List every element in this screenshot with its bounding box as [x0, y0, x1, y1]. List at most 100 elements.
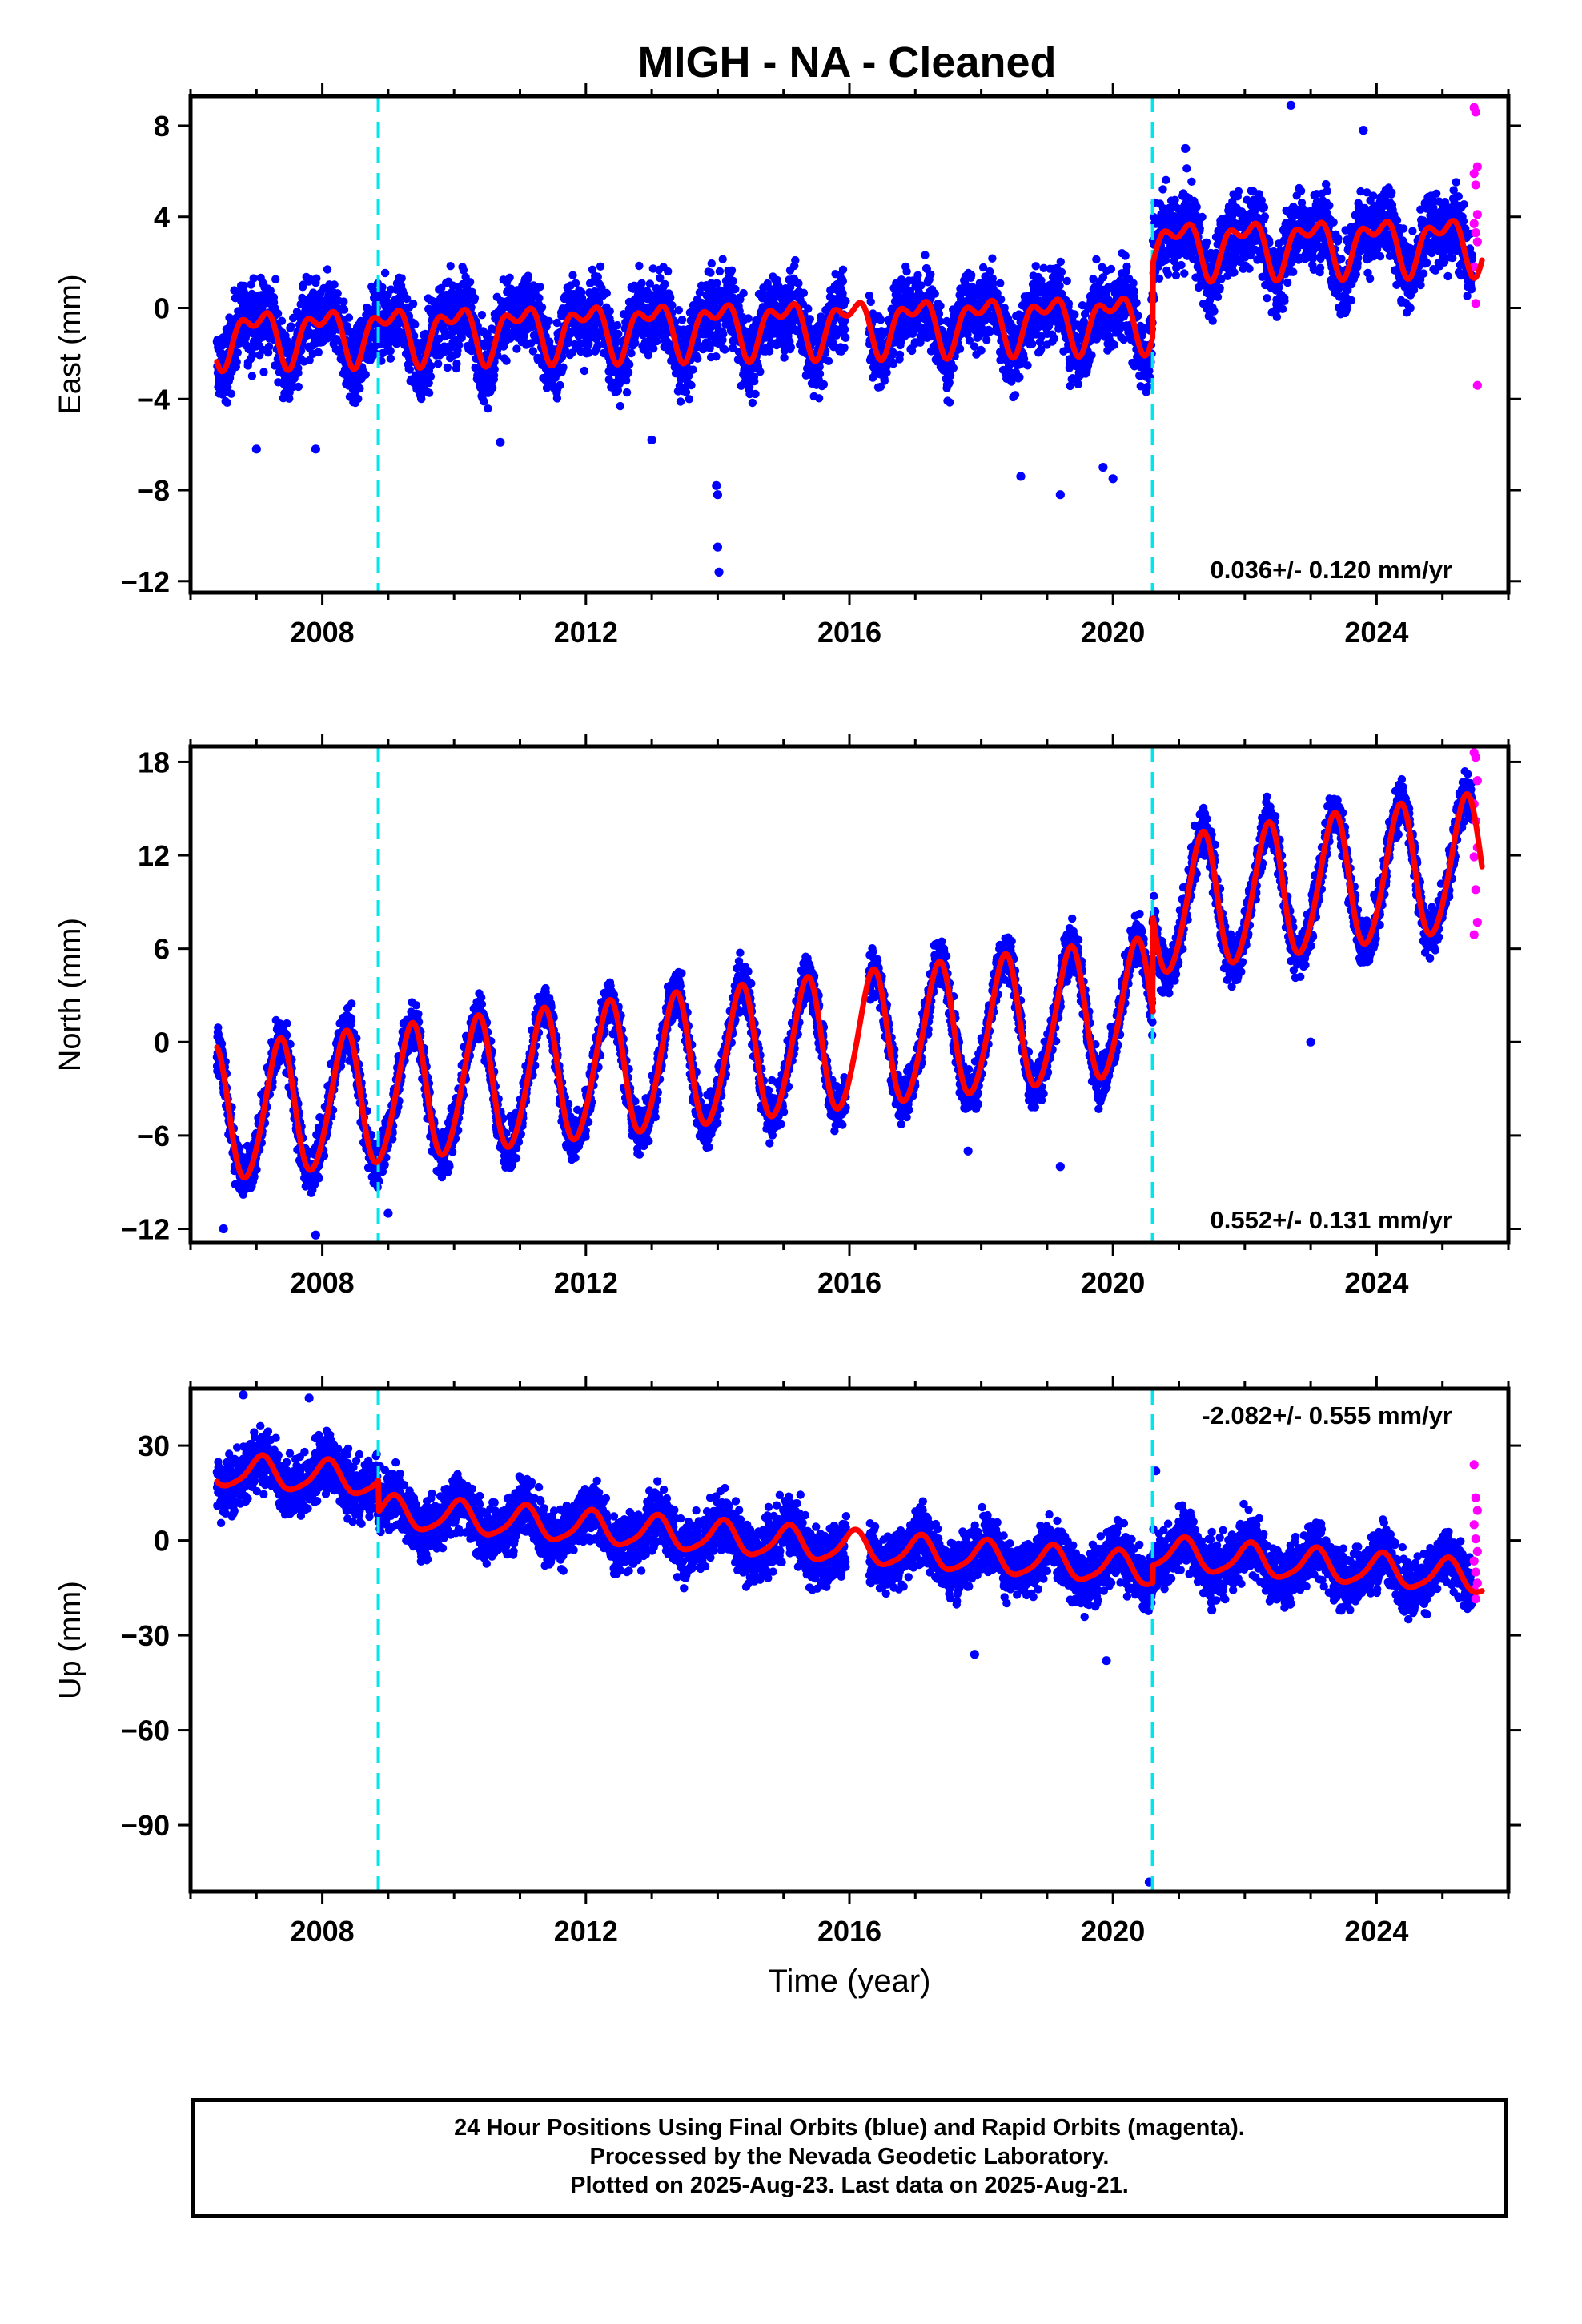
final-orbit-point [926, 270, 935, 279]
final-orbit-point [838, 265, 848, 274]
final-orbit-point [386, 347, 395, 356]
final-orbit-point [528, 347, 538, 356]
final-orbit-point [1087, 351, 1096, 360]
final-orbit-point [748, 398, 757, 408]
final-orbit-point [786, 343, 796, 352]
final-orbit-point [396, 299, 404, 308]
final-orbit-point [1132, 298, 1141, 308]
final-orbit-point [815, 369, 825, 378]
final-orbit-point [750, 376, 759, 386]
final-orbit-point [264, 342, 274, 351]
final-orbit-point [652, 336, 661, 346]
final-orbit-point [227, 389, 236, 398]
final-orbit-point [840, 324, 849, 334]
final-orbit-point [876, 316, 885, 324]
final-orbit-point [285, 394, 294, 403]
final-orbit-point [446, 262, 455, 271]
final-orbit-point [339, 305, 349, 314]
final-orbit-point [355, 384, 364, 393]
final-orbit-point [799, 288, 809, 297]
final-orbit-point [330, 280, 339, 289]
final-orbit-point [977, 346, 986, 355]
final-orbit-point [1015, 372, 1024, 382]
final-orbit-point [631, 339, 640, 348]
final-orbit-point [584, 348, 593, 357]
final-orbit-point [490, 364, 499, 374]
final-orbit-point [259, 368, 268, 376]
final-orbit-point [1245, 264, 1254, 273]
final-orbit-point [955, 344, 965, 353]
final-orbit-point [552, 318, 561, 328]
final-orbit-point [502, 356, 511, 365]
final-orbit-point [1031, 262, 1040, 271]
final-orbit-point [271, 275, 280, 283]
final-orbit-point [661, 279, 669, 288]
final-orbit-point [838, 288, 847, 298]
final-orbit-point [1192, 203, 1201, 211]
final-orbit-point [1171, 271, 1181, 280]
final-orbit-point [535, 293, 544, 303]
final-orbit-point [1023, 361, 1032, 370]
final-orbit-point [592, 335, 601, 344]
final-orbit-point [223, 398, 231, 407]
final-orbit-point [1130, 287, 1139, 296]
final-orbit-point [744, 314, 753, 323]
final-orbit-point [266, 286, 275, 296]
final-orbit-point [405, 365, 414, 374]
final-orbit-point [1062, 276, 1071, 286]
final-orbit-point [1208, 316, 1217, 325]
final-orbit-point [544, 316, 553, 326]
final-orbit-point [1143, 382, 1152, 391]
final-orbit-point [841, 296, 850, 306]
final-orbit-point [666, 293, 675, 302]
final-orbit-point [480, 397, 488, 406]
final-orbit-point [1154, 274, 1164, 283]
final-orbit-point [882, 368, 891, 377]
final-orbit-point [624, 368, 633, 377]
final-orbit-point [721, 345, 729, 354]
final-orbit-point [719, 329, 728, 339]
final-orbit-point [866, 297, 875, 306]
final-orbit-point [1215, 283, 1224, 292]
final-orbit-point [946, 398, 954, 407]
final-orbit-point [997, 295, 1006, 304]
final-orbit-point [361, 370, 370, 379]
final-orbit-point [596, 262, 605, 271]
final-orbit-point [249, 274, 258, 283]
final-orbit-point [294, 382, 303, 392]
final-orbit-point [536, 283, 544, 292]
final-orbit-point [505, 273, 514, 282]
final-orbit-point [1158, 185, 1167, 194]
final-orbit-point [718, 255, 727, 263]
final-orbit-point [1055, 281, 1064, 291]
final-orbit-point [1092, 255, 1101, 264]
final-orbit-point [333, 289, 342, 298]
figure-title: MIGH - NA - Cleaned [637, 38, 1056, 86]
final-orbit-point [1170, 195, 1179, 204]
final-orbit-point [676, 397, 685, 406]
final-orbit-point [739, 288, 748, 298]
final-orbit-point [614, 329, 623, 339]
final-orbit-point [824, 356, 833, 365]
final-orbit-point [637, 279, 646, 287]
final-orbit-point [1122, 262, 1131, 271]
final-orbit-point [380, 268, 390, 278]
final-orbit-point [477, 311, 487, 320]
final-orbit-point [1260, 212, 1270, 221]
final-orbit-point [1263, 294, 1271, 303]
final-orbit-point [593, 272, 602, 281]
final-orbit-point [1106, 264, 1116, 274]
final-orbit-point [354, 394, 363, 404]
final-orbit-point [727, 266, 737, 275]
final-orbit-point [616, 401, 624, 411]
final-orbit-point [1028, 340, 1037, 348]
final-orbit-point [780, 353, 789, 362]
final-orbit-point [1187, 177, 1196, 186]
final-orbit-point [612, 320, 622, 330]
final-orbit-point [1210, 307, 1219, 316]
final-orbit-point [289, 313, 298, 323]
final-orbit-point [819, 380, 829, 389]
final-orbit-point [312, 274, 321, 283]
